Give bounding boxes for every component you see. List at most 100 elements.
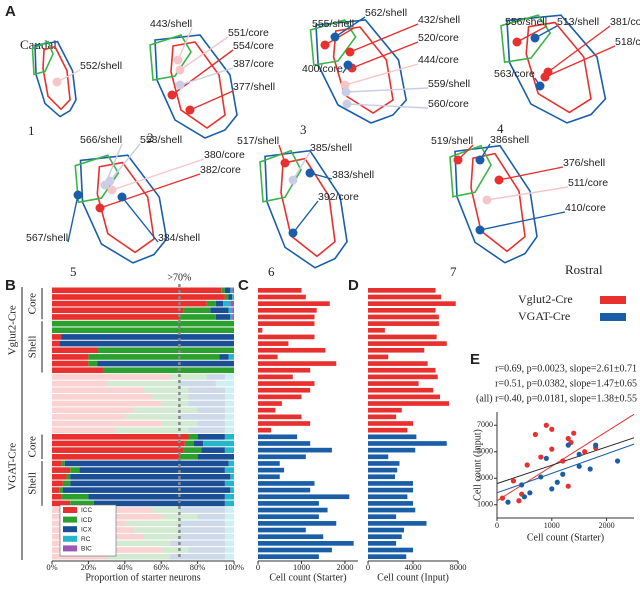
region-outline: [97, 163, 154, 253]
section-outline: [501, 15, 605, 123]
region-outline: [281, 159, 335, 257]
cell-label: 387/core: [233, 58, 274, 70]
bar-segment: [161, 547, 189, 553]
bar-segment: [224, 520, 234, 527]
bar: [258, 401, 282, 406]
cell-dot: [280, 158, 290, 168]
cell-dot: [117, 192, 127, 202]
point: [532, 431, 538, 438]
bar-segment: [224, 414, 234, 420]
bar: [368, 421, 413, 426]
region-outline: [81, 155, 167, 263]
bar-segment: [62, 487, 231, 493]
cell-dot: [320, 40, 330, 50]
bar-segment: [52, 447, 184, 453]
cell-label: 384/shell: [158, 232, 200, 244]
bar: [368, 487, 413, 493]
legend-swatch: [600, 313, 626, 321]
legend-swatch: [63, 545, 77, 552]
section-outline: [33, 42, 77, 117]
group-label: VGAT-Cre: [7, 443, 19, 491]
legend-label: Vglut2-Cre: [518, 292, 573, 306]
cell-dot: [512, 37, 522, 47]
point: [614, 458, 621, 464]
bar: [368, 381, 419, 386]
point: [519, 482, 525, 488]
bar-segment: [197, 513, 225, 520]
bar-segment: [224, 420, 234, 427]
point: [549, 486, 555, 492]
x-tick-label: 100%: [224, 562, 244, 572]
cell-label: 385/shell: [310, 142, 352, 154]
bar: [368, 361, 428, 366]
x-tick-label: 1000: [293, 562, 310, 572]
bar-segment: [161, 400, 189, 407]
bar: [258, 447, 332, 453]
bar: [368, 494, 408, 500]
bar-segment: [224, 433, 234, 440]
region-outline: [471, 154, 525, 252]
bar-segment: [59, 340, 234, 347]
cell-dot: [494, 175, 504, 185]
cell-label: 381/core: [610, 16, 640, 28]
bar-segment: [106, 553, 171, 560]
bar-segment: [179, 507, 225, 513]
bar-segment: [197, 407, 225, 414]
cell-dot: [330, 32, 340, 42]
bar-segment: [224, 553, 234, 560]
cell-label: 410/core: [565, 202, 606, 214]
subgroup-label: Shell: [27, 472, 39, 495]
bar-segment: [188, 400, 225, 407]
cell-dot: [535, 81, 545, 91]
bar-segment: [228, 307, 233, 314]
bar: [368, 334, 437, 340]
section-number: 6: [268, 264, 275, 279]
bar-segment: [88, 493, 225, 500]
bar: [368, 301, 456, 306]
cell-dot: [342, 99, 352, 109]
section-number: 3: [300, 122, 307, 137]
bar-segment: [193, 440, 204, 447]
panel-letter: D: [348, 277, 359, 294]
bar-segment: [184, 440, 194, 447]
cell-label: 432/shell: [418, 14, 460, 26]
bar-segment: [62, 480, 71, 487]
section-outline: [450, 146, 537, 263]
point: [565, 442, 571, 448]
legend-label: BIC: [81, 546, 92, 553]
bar-segment: [179, 453, 198, 460]
fit-annotation: r=0.69, p=0.0023, slope=2.61±0.71: [495, 363, 637, 374]
leader-line: [109, 143, 141, 182]
bar-segment: [106, 380, 180, 387]
bar: [258, 341, 289, 346]
bar: [368, 554, 407, 559]
bar: [258, 347, 326, 353]
bar-segment: [228, 460, 234, 467]
region-outline: [507, 15, 605, 123]
bar-segment: [230, 487, 234, 493]
bar-segment: [61, 493, 89, 500]
bar-segment: [224, 533, 234, 540]
section-number: 4: [497, 121, 504, 136]
bar-segment: [230, 314, 233, 320]
cell-dot: [175, 80, 185, 90]
region-outline: [334, 27, 393, 113]
bar-segment: [52, 347, 98, 354]
section-outline: [75, 155, 166, 263]
bar-segment: [52, 314, 180, 320]
bar-segment: [52, 473, 67, 480]
cell-dot: [185, 105, 195, 115]
leader-line: [498, 166, 564, 181]
leader-line: [292, 151, 311, 181]
legend-swatch: [600, 296, 626, 304]
bar: [258, 481, 315, 486]
bar-segment: [52, 380, 107, 387]
point: [524, 462, 530, 468]
bar-segment: [52, 360, 89, 367]
fit-line: [496, 413, 635, 502]
point: [582, 449, 588, 455]
bar: [258, 307, 317, 313]
cell-dot: [107, 185, 117, 195]
region-outline: [450, 146, 491, 197]
